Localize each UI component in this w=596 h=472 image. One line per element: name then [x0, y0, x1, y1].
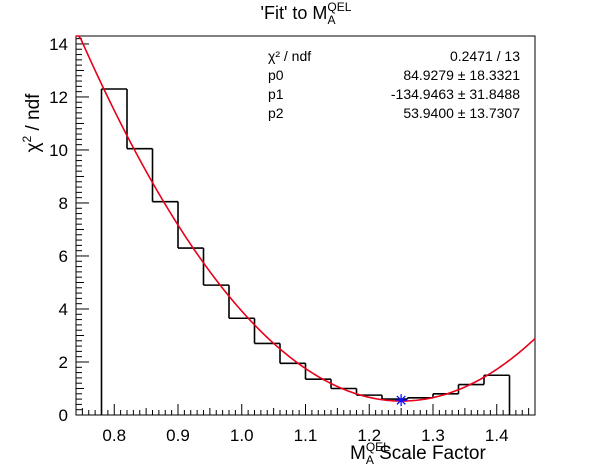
x-tick-label: 1.0 [230, 426, 254, 445]
y-tick-label: 4 [59, 300, 68, 319]
stats-name-p0: p0 [268, 67, 284, 83]
best-fit-star-stroke [396, 395, 406, 405]
chart-title: 'Fit' to MQELA [260, 0, 352, 27]
stats-value-p1: -134.9463 ± 31.8488 [390, 86, 520, 102]
y-tick-label: 6 [59, 247, 68, 266]
y-tick-label: 10 [49, 141, 68, 160]
y-tick-label: 14 [49, 35, 68, 54]
y-tick-label: 2 [59, 353, 68, 372]
x-tick-label: 1.2 [357, 426, 381, 445]
stats-value-p0: 84.9279 ± 18.3321 [403, 67, 520, 83]
y-tick-label: 12 [49, 88, 68, 107]
y-axis-label: χ2 / ndf [20, 93, 44, 153]
y-tick-label: 0 [59, 406, 68, 425]
fit-curve [76, 35, 536, 402]
y-tick-label: 8 [59, 194, 68, 213]
stats-value-p2: 53.9400 ± 13.7307 [403, 105, 520, 121]
y-axis: 0 2 4 6 8 10 12 14 [49, 35, 89, 425]
histogram [100, 88, 511, 415]
stats-name-chi2: χ² / ndf [268, 48, 312, 64]
stats-name-p2: p2 [268, 105, 284, 121]
x-tick-label: 1.1 [294, 426, 318, 445]
stats-value-chi2: 0.2471 / 13 [449, 48, 520, 64]
x-tick-label: 0.8 [102, 426, 126, 445]
best-fit-marker [395, 394, 408, 407]
x-axis-label: MQELA Scale Factor [350, 440, 486, 467]
stats-name-p1: p1 [268, 86, 284, 102]
x-tick-label: 1.3 [421, 426, 445, 445]
x-axis: 0.8 0.9 1.0 1.1 1.2 1.3 1.4 [75, 404, 536, 445]
x-tick-label: 1.4 [485, 426, 509, 445]
x-tick-label: 0.9 [166, 426, 190, 445]
